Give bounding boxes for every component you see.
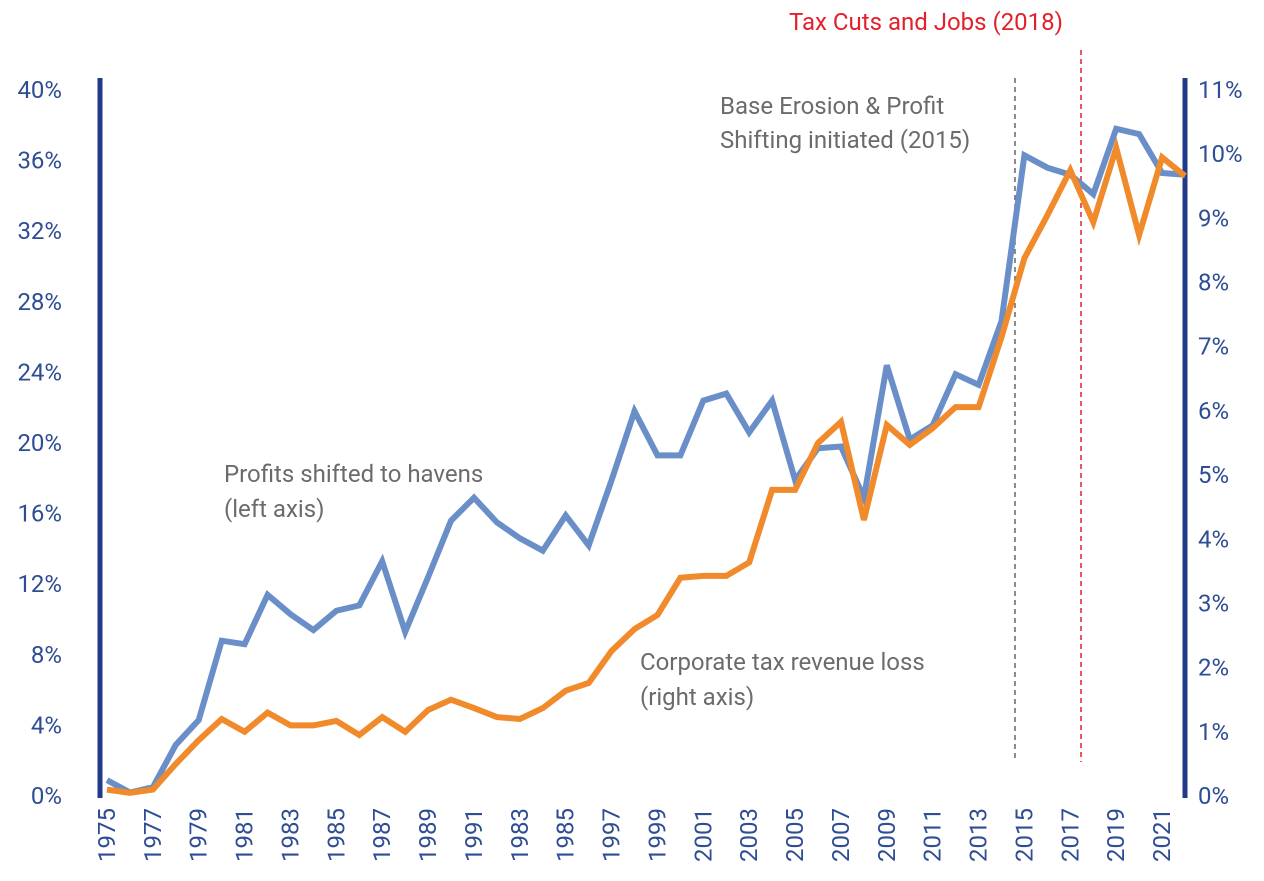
series-label: Corporate tax revenue loss bbox=[640, 648, 925, 676]
y-tick-label: 20% bbox=[17, 429, 62, 457]
x-tick-label: 1977 bbox=[139, 808, 167, 862]
x-tick-label: 1985 bbox=[552, 808, 580, 862]
x-tick-label: 1989 bbox=[414, 808, 442, 862]
x-tick-label: 2017 bbox=[1056, 808, 1084, 862]
x-tick-label: 2015 bbox=[1010, 808, 1038, 862]
x-tick-label: 2013 bbox=[965, 808, 993, 862]
x-tick-label: 2001 bbox=[689, 808, 717, 862]
y2-tick-label: 11% bbox=[1198, 76, 1243, 104]
y-tick-label: 0% bbox=[31, 782, 62, 810]
series-label: Profits shifted to havens bbox=[224, 460, 483, 488]
y2-tick-label: 9% bbox=[1198, 204, 1229, 232]
x-tick-label: 1983 bbox=[276, 808, 304, 862]
y2-tick-label: 1% bbox=[1198, 718, 1229, 746]
x-tick-label: 1999 bbox=[643, 808, 671, 862]
y2-tick-label: 4% bbox=[1198, 525, 1229, 553]
y-tick-label: 36% bbox=[17, 147, 62, 175]
y-tick-label: 32% bbox=[17, 217, 62, 245]
y-tick-label: 40% bbox=[17, 76, 62, 104]
y2-tick-label: 8% bbox=[1198, 269, 1229, 297]
y-tick-label: 12% bbox=[17, 570, 62, 598]
x-tick-label: 1983 bbox=[506, 808, 534, 862]
y2-tick-label: 6% bbox=[1198, 397, 1229, 425]
x-tick-label: 2005 bbox=[781, 808, 809, 862]
x-tick-label: 2021 bbox=[1148, 808, 1176, 862]
annotation: Shifting initiated (2015) bbox=[720, 126, 970, 154]
x-tick-label: 2003 bbox=[735, 808, 763, 862]
series-line bbox=[105, 125, 1186, 796]
series-label: (left axis) bbox=[224, 495, 324, 523]
y2-tick-label: 7% bbox=[1198, 333, 1229, 361]
x-tick-label: 2009 bbox=[873, 808, 901, 862]
x-tick-label: 1979 bbox=[185, 808, 213, 862]
y-tick-label: 28% bbox=[17, 288, 62, 316]
y2-tick-label: 5% bbox=[1198, 461, 1229, 489]
annotation: Tax Cuts and Jobs (2018) bbox=[789, 8, 1063, 36]
x-tick-label: 1975 bbox=[93, 808, 121, 862]
x-tick-label: 1985 bbox=[322, 808, 350, 862]
y-tick-label: 24% bbox=[17, 358, 62, 386]
y-tick-label: 16% bbox=[17, 500, 62, 528]
series-line bbox=[106, 136, 1187, 796]
y-tick-label: 8% bbox=[31, 641, 62, 669]
y2-tick-label: 2% bbox=[1198, 654, 1229, 682]
y2-tick-label: 0% bbox=[1198, 782, 1229, 810]
y2-tick-label: 10% bbox=[1198, 140, 1243, 168]
x-tick-label: 2007 bbox=[827, 808, 855, 862]
y-tick-label: 4% bbox=[31, 711, 62, 739]
y2-tick-label: 3% bbox=[1198, 589, 1229, 617]
x-tick-label: 1987 bbox=[368, 808, 396, 862]
x-tick-label: 2019 bbox=[1102, 808, 1130, 862]
x-tick-label: 1981 bbox=[231, 808, 259, 862]
series-label: (right axis) bbox=[640, 683, 754, 711]
x-tick-label: 1997 bbox=[598, 808, 626, 862]
x-tick-label: 1991 bbox=[460, 808, 488, 862]
x-tick-label: 2011 bbox=[919, 808, 947, 862]
annotation: Base Erosion & Profit bbox=[720, 92, 944, 120]
